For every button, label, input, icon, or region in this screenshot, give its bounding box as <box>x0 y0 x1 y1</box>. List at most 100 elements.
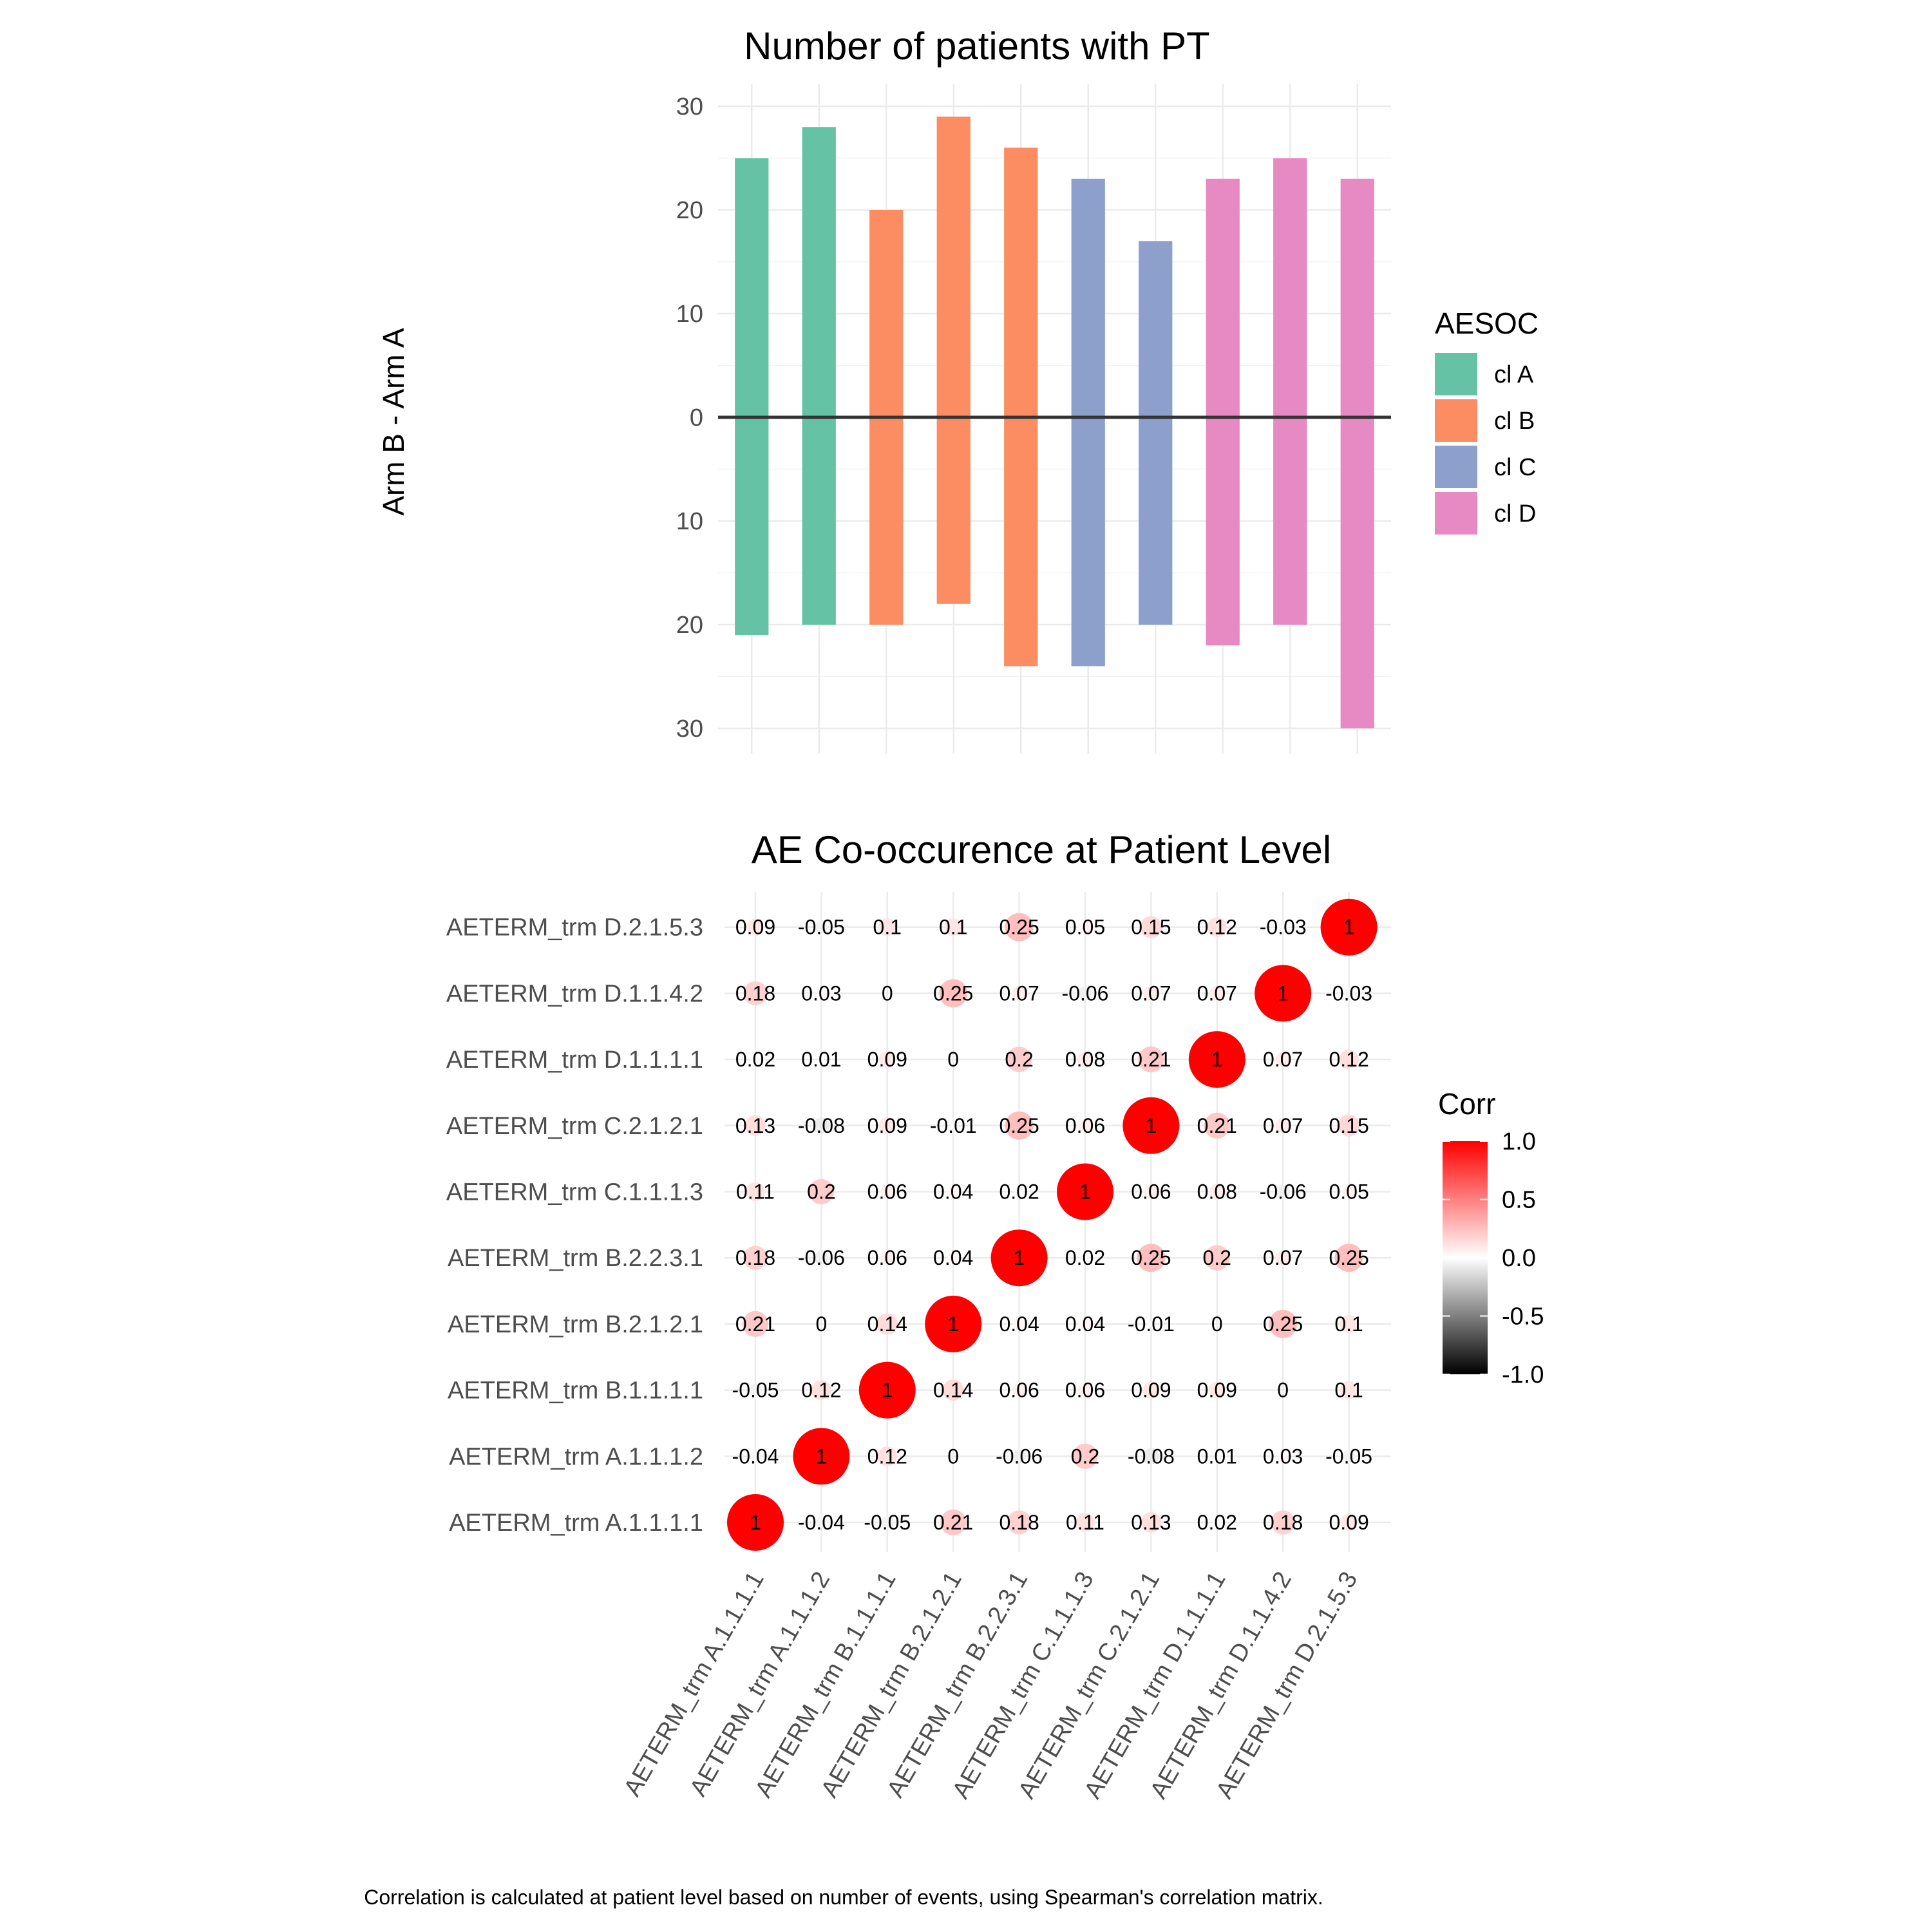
legend-label: cl A <box>1494 361 1534 388</box>
heatmap-cell-circle <box>816 988 827 999</box>
heatmap-cell-label: -0.06 <box>1062 981 1109 1005</box>
bar-arm-b <box>1340 178 1374 417</box>
heatmap-cell-label: 1 <box>750 1511 761 1534</box>
heatmap-cell-label: -0.05 <box>798 916 845 939</box>
bar-arm-a <box>802 417 836 625</box>
footnote: Correlation is calculated at patient lev… <box>364 1886 1323 1909</box>
heatmap-cell-label: 0.14 <box>933 1379 973 1402</box>
heatmap-y-labels: AETERM_trm A.1.1.1.1 AETERM_trm A.1.1.1.2… <box>446 914 703 1537</box>
heatmap-cell-circle <box>1339 1049 1359 1070</box>
heatmap-cell-circle <box>1079 1318 1091 1330</box>
heatmap-cell-label: 0.1 <box>1334 1379 1363 1402</box>
heatmap-cell-label: 0.12 <box>1197 916 1237 939</box>
heatmap-cell-circle <box>878 1117 896 1135</box>
heatmap-cell-circle <box>1148 1321 1154 1327</box>
heatmap-cell-circle <box>1078 1119 1092 1133</box>
heatmap-cell-label: 1 <box>816 1444 828 1468</box>
heatmap-cell-label: -0.03 <box>1325 981 1372 1005</box>
bar-chart-y-axis-title: Arm B - Arm A <box>377 328 410 516</box>
heatmap-cell-circle <box>858 1361 916 1419</box>
heatmap-y-label: AETERM_trm D.1.1.1.1 <box>446 1046 703 1074</box>
heatmap-cell-label: 0.06 <box>1065 1379 1105 1402</box>
heatmap-cell-circle <box>950 1122 956 1129</box>
heatmap-cell-label: 0.11 <box>736 1180 775 1204</box>
heatmap-cell-circle <box>1078 986 1092 1001</box>
heatmap-y-label: AETERM_trm A.1.1.1.1 <box>449 1510 703 1537</box>
heatmap-cell-label: 0.02 <box>1197 1511 1237 1534</box>
heatmap-cell-label: 0 <box>947 1444 959 1468</box>
heatmap-cell-label: -0.01 <box>930 1114 977 1137</box>
heatmap-cell-label: 0.06 <box>999 1379 1039 1402</box>
heatmap-cell-circle <box>745 1115 766 1136</box>
heatmap-cell-circle <box>727 1494 784 1551</box>
heatmap-cell-label: 0.09 <box>735 916 775 939</box>
heatmap-cell-circle <box>1005 913 1034 942</box>
bar-chart-y-ticks: 30 20 10 0 10 20 30 <box>676 93 703 743</box>
heatmap-cell-circle <box>947 1252 959 1264</box>
heatmap-cell-circle <box>813 1117 829 1134</box>
heatmap-cell-circle <box>944 918 963 936</box>
heatmap-cell-label: 0.25 <box>933 981 973 1005</box>
heatmap-cell-label: 1 <box>1277 981 1289 1005</box>
heatmap-cell-circle <box>808 1179 835 1205</box>
heatmap-cell-label: 0.08 <box>1065 1048 1105 1071</box>
heatmap-cell-label: 0.18 <box>1263 1511 1303 1534</box>
heatmap-cell-circle <box>942 1379 964 1401</box>
legend-label: cl C <box>1494 454 1536 481</box>
heatmap-cell-label: 0 <box>947 1048 959 1071</box>
heatmap-cell-circle <box>925 1295 982 1352</box>
heatmap-cell-circle <box>880 1516 894 1529</box>
heatmap-cell-label: 0.11 <box>1066 1511 1104 1534</box>
heatmap-cell-circle <box>814 1251 829 1265</box>
heatmap-cell-label: 0 <box>882 981 893 1005</box>
legend-label: cl B <box>1494 408 1535 435</box>
heatmap-cell-label: 0.07 <box>1263 1048 1303 1071</box>
heatmap-cell-label: 1 <box>1014 1246 1025 1269</box>
heatmap-cell-label: -0.01 <box>1128 1312 1175 1336</box>
heatmap-cell-label: -0.06 <box>996 1444 1043 1468</box>
bar-arm-a <box>1206 417 1240 646</box>
heatmap-cell-label: 0.01 <box>801 1048 841 1071</box>
bar-y-tick-label: 10 <box>676 508 703 535</box>
heatmap-cell-circle <box>1343 988 1354 999</box>
heatmap-cell-label: -0.05 <box>864 1511 911 1534</box>
heatmap-cell-label: 0.21 <box>735 1312 775 1336</box>
heatmap-cell-circle <box>815 920 828 934</box>
legend-key <box>1435 492 1477 535</box>
bar-arm-a <box>1340 417 1374 728</box>
heatmap-cell-label: -0.05 <box>1325 1444 1372 1468</box>
heatmap-cell-label: -0.04 <box>798 1511 845 1534</box>
heatmap-cell-label: 0.21 <box>1131 1048 1171 1071</box>
heatmap-cell-circle <box>877 1446 898 1466</box>
heatmap-cell-label: 1 <box>1146 1114 1157 1137</box>
heatmap-cell-label: 0.12 <box>867 1444 907 1468</box>
heatmap-y-label: AETERM_trm D.1.1.4.2 <box>446 980 703 1007</box>
heatmap-y-label: AETERM_trm D.2.1.5.3 <box>446 914 703 942</box>
heatmap-cell-label: 0.06 <box>867 1180 907 1204</box>
heatmap-cell-label: 1 <box>1343 916 1355 939</box>
heatmap-cell-label: 0 <box>816 1312 828 1336</box>
heatmap-cell-label: 0.03 <box>1263 1444 1303 1468</box>
heatmap-cell-label: 0.06 <box>867 1246 907 1269</box>
heatmap-cell-circle <box>819 1056 824 1063</box>
heatmap-cell-circle <box>947 1186 959 1198</box>
heatmap-cell-label: 0.08 <box>1197 1180 1237 1204</box>
heatmap-cell-label: 0.15 <box>1329 1114 1368 1137</box>
heatmap-cell-circle <box>1005 1111 1034 1140</box>
heatmap-cell-circle <box>1208 1381 1226 1399</box>
heatmap-cell-label: 0.25 <box>1329 1246 1368 1269</box>
heatmap-cell-label: 0.21 <box>1197 1114 1237 1137</box>
heatmap-cell-label: 1 <box>1211 1048 1223 1071</box>
heatmap-cell-label: 0.15 <box>1131 916 1171 939</box>
heatmap-cell-circle <box>1342 1185 1356 1198</box>
heatmap-cell-label: 0.04 <box>933 1180 973 1204</box>
heatmap-cell-circle <box>1137 1244 1166 1273</box>
heatmap-cell-label: 0.06 <box>1065 1114 1105 1137</box>
heatmap-cell-circle <box>1340 1513 1358 1531</box>
heatmap-cell-label: 0.25 <box>999 1114 1039 1137</box>
heatmap-cell-label: 0.18 <box>735 981 775 1005</box>
heatmap-cell-circle <box>1207 917 1227 937</box>
heatmap-cell-circle <box>1122 1097 1180 1154</box>
heatmap-cell-circle <box>1081 1253 1090 1262</box>
